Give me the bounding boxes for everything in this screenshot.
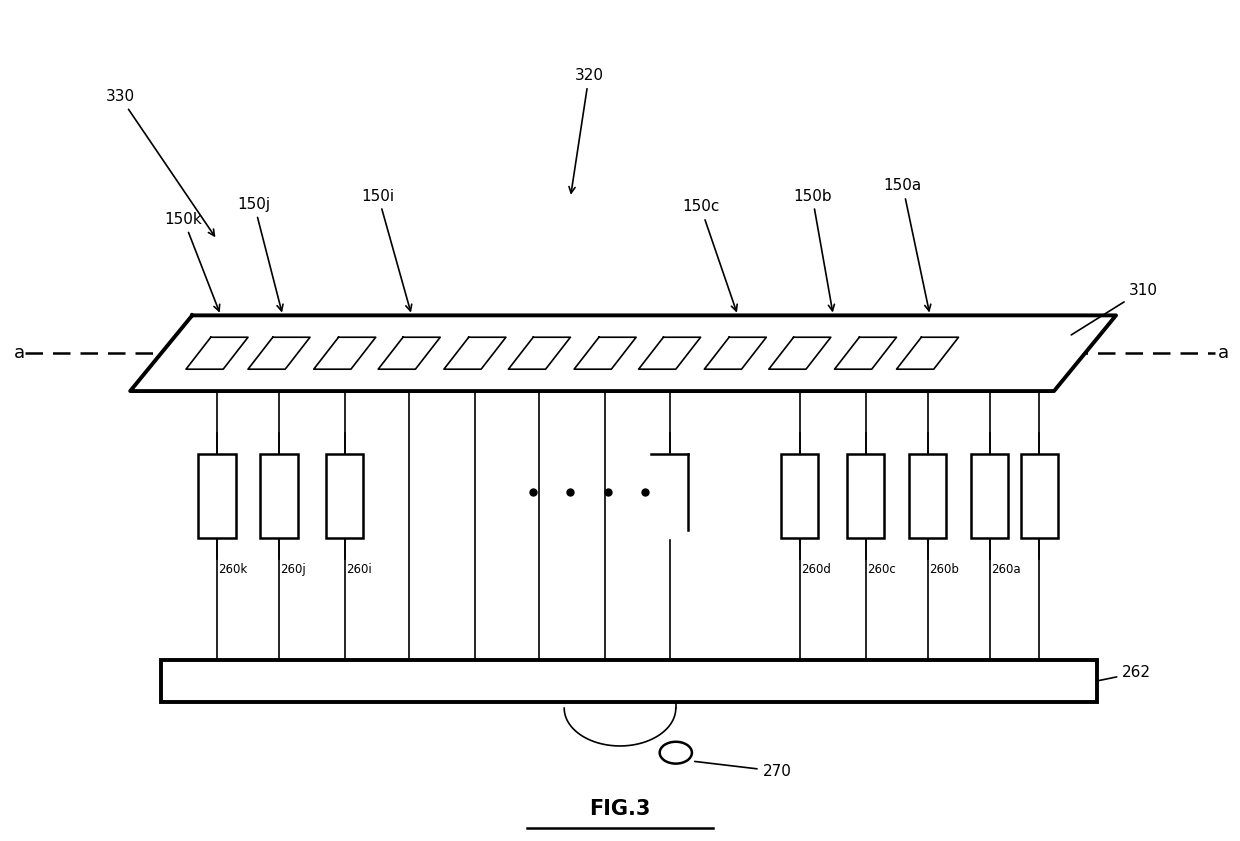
Text: 260d: 260d bbox=[801, 563, 831, 576]
Text: 260c: 260c bbox=[867, 563, 895, 576]
Text: FIG.3: FIG.3 bbox=[589, 799, 651, 819]
Polygon shape bbox=[704, 337, 766, 369]
Text: 270: 270 bbox=[694, 761, 791, 779]
Bar bbox=[847, 454, 884, 538]
Bar bbox=[971, 454, 1008, 538]
Text: 320: 320 bbox=[569, 68, 604, 193]
Text: 262: 262 bbox=[1090, 665, 1151, 682]
Text: 150j: 150j bbox=[238, 197, 283, 311]
Bar bbox=[198, 454, 236, 538]
Text: 260i: 260i bbox=[346, 563, 372, 576]
Text: a: a bbox=[1218, 344, 1229, 362]
Polygon shape bbox=[897, 337, 959, 369]
Text: 260k: 260k bbox=[218, 563, 248, 576]
Polygon shape bbox=[835, 337, 897, 369]
Bar bbox=[260, 454, 298, 538]
Text: 260j: 260j bbox=[280, 563, 306, 576]
Text: a: a bbox=[14, 344, 25, 362]
Polygon shape bbox=[186, 337, 248, 369]
Polygon shape bbox=[769, 337, 831, 369]
Text: 150i: 150i bbox=[362, 188, 412, 311]
Text: 150k: 150k bbox=[165, 212, 219, 311]
Text: 150c: 150c bbox=[682, 199, 738, 311]
Bar bbox=[161, 660, 1097, 702]
Polygon shape bbox=[574, 337, 636, 369]
Polygon shape bbox=[314, 337, 376, 369]
Polygon shape bbox=[508, 337, 570, 369]
Text: 260b: 260b bbox=[929, 563, 959, 576]
Text: 310: 310 bbox=[1071, 283, 1157, 335]
Bar bbox=[909, 454, 946, 538]
Polygon shape bbox=[130, 315, 1116, 391]
Text: 260a: 260a bbox=[991, 563, 1021, 576]
Bar bbox=[326, 454, 363, 538]
Polygon shape bbox=[651, 454, 688, 538]
Polygon shape bbox=[639, 337, 701, 369]
Bar bbox=[781, 454, 818, 538]
Circle shape bbox=[660, 742, 692, 764]
Bar bbox=[1021, 454, 1058, 538]
Polygon shape bbox=[444, 337, 506, 369]
Text: 330: 330 bbox=[105, 89, 215, 235]
Polygon shape bbox=[248, 337, 310, 369]
Text: 150a: 150a bbox=[884, 178, 931, 311]
Text: 150b: 150b bbox=[792, 188, 835, 311]
Polygon shape bbox=[378, 337, 440, 369]
